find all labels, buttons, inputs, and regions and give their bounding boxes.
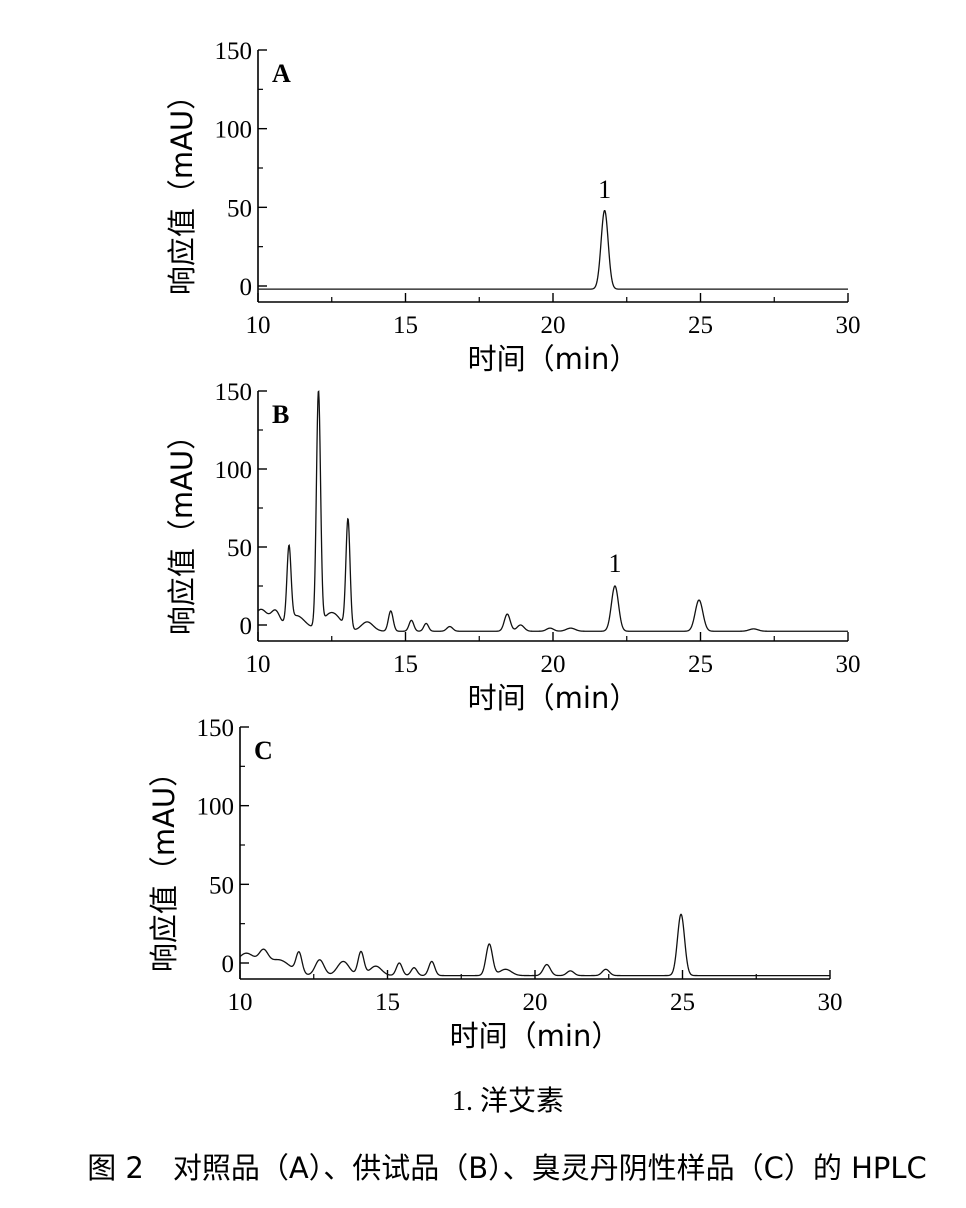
x-axis-label: 时间（min） [450, 1019, 621, 1053]
x-tick-label: 20 [523, 989, 548, 1016]
chromatogram-trace [240, 913, 830, 977]
y-tick-label: 150 [215, 379, 253, 406]
y-tick-label: 150 [197, 715, 235, 742]
y-axis-label: 响应值（mAU） [147, 758, 181, 972]
y-tick-label: 100 [197, 794, 235, 821]
x-tick-label: 20 [541, 651, 566, 678]
y-tick-label: 100 [215, 457, 253, 484]
y-tick-label: 50 [209, 872, 234, 899]
x-tick-label: 30 [836, 312, 861, 339]
peak-annotation: 1 [608, 549, 621, 578]
x-tick-label: 10 [228, 989, 253, 1016]
x-axis-label: 时间（min） [468, 342, 639, 376]
x-tick-label: 30 [836, 651, 861, 678]
x-tick-label: 10 [246, 312, 271, 339]
peak-legend-note: 1. 洋艾素 [452, 1085, 564, 1117]
x-tick-label: 25 [688, 312, 713, 339]
panel-c: 0 50 100 150 10 15 20 25 30 时间（min） 响应值（mAU） C [147, 715, 843, 1053]
panel-a: 0 50 100 150 10 15 20 25 30 时间（min） 响应值（mAU） A 1 [165, 38, 861, 376]
y-tick-label: 0 [222, 951, 235, 978]
y-tick-label: 0 [240, 274, 253, 301]
panel-letter: A [272, 59, 291, 88]
panel-b: 0 50 100 150 10 15 20 25 30 时间（min） 响应值（mAU） B 1 [165, 379, 861, 715]
x-tick-label: 20 [541, 312, 566, 339]
y-tick-label: 100 [215, 117, 253, 144]
peak-annotation: 1 [598, 175, 611, 204]
y-tick-label: 50 [227, 195, 252, 222]
x-tick-label: 15 [393, 312, 418, 339]
y-tick-label: 150 [215, 38, 253, 65]
x-tick-label: 30 [818, 989, 843, 1016]
chromatogram-trace [258, 390, 848, 632]
x-axis-label: 时间（min） [468, 681, 639, 715]
x-tick-label: 25 [670, 989, 695, 1016]
x-tick-label: 15 [375, 989, 400, 1016]
panel-letter: C [254, 736, 273, 765]
x-tick-label: 10 [246, 651, 271, 678]
x-tick-label: 25 [688, 651, 713, 678]
chromatogram-trace [258, 209, 848, 290]
figure-caption: 图 2 对照品（A）、供试品（B）、臭灵丹阴性样品（C）的 HPLC [87, 1151, 927, 1185]
x-tick-label: 15 [393, 651, 418, 678]
y-tick-label: 50 [227, 535, 252, 562]
y-tick-label: 0 [240, 613, 253, 640]
y-axis-label: 响应值（mAU） [165, 81, 199, 295]
y-axis-label: 响应值（mAU） [165, 421, 199, 635]
panel-letter: B [272, 400, 289, 429]
